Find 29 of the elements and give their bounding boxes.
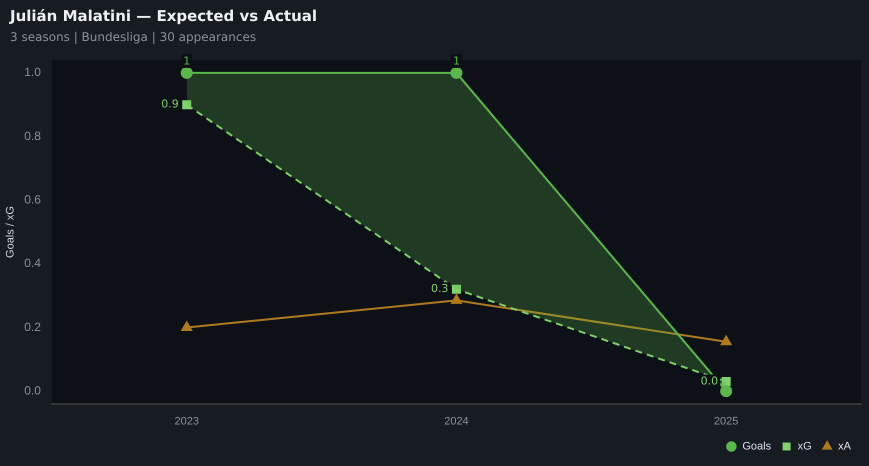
legend-label: Goals	[742, 440, 772, 453]
point	[181, 321, 192, 331]
point	[180, 66, 193, 79]
y-axis-title: Goals / xG	[4, 206, 17, 258]
y-tick-label: 0.2	[24, 320, 42, 334]
data-label: 1	[452, 54, 460, 68]
data-label: 0.9	[161, 98, 179, 111]
y-tick-label: 0.0	[24, 383, 42, 398]
x-tick-label: 2023	[174, 415, 199, 428]
legend-label: xG	[798, 440, 812, 453]
y-tick-label: 0.6	[24, 192, 42, 206]
data-label: 0.0	[700, 374, 718, 388]
chart-title: Julián Malatini — Expected vs Actual	[10, 7, 318, 25]
data-label: 1	[183, 54, 190, 68]
x-tick-label: 2025	[714, 415, 738, 428]
data-label: 0.3	[430, 282, 448, 296]
point	[452, 284, 461, 294]
point	[722, 376, 731, 386]
legend-label: xA	[838, 440, 852, 453]
point	[720, 385, 732, 398]
point	[451, 294, 462, 304]
point	[450, 66, 462, 79]
y-tick-label: 0.4	[24, 256, 42, 270]
point	[182, 100, 192, 110]
point	[720, 336, 732, 346]
chart-subtitle: 3 seasons | Bundesliga | 30 appearances	[10, 30, 256, 44]
y-tick-label: 0.8	[24, 128, 42, 143]
y-tick-label: 1.0	[24, 65, 42, 80]
x-tick-label: 2024	[444, 415, 469, 428]
